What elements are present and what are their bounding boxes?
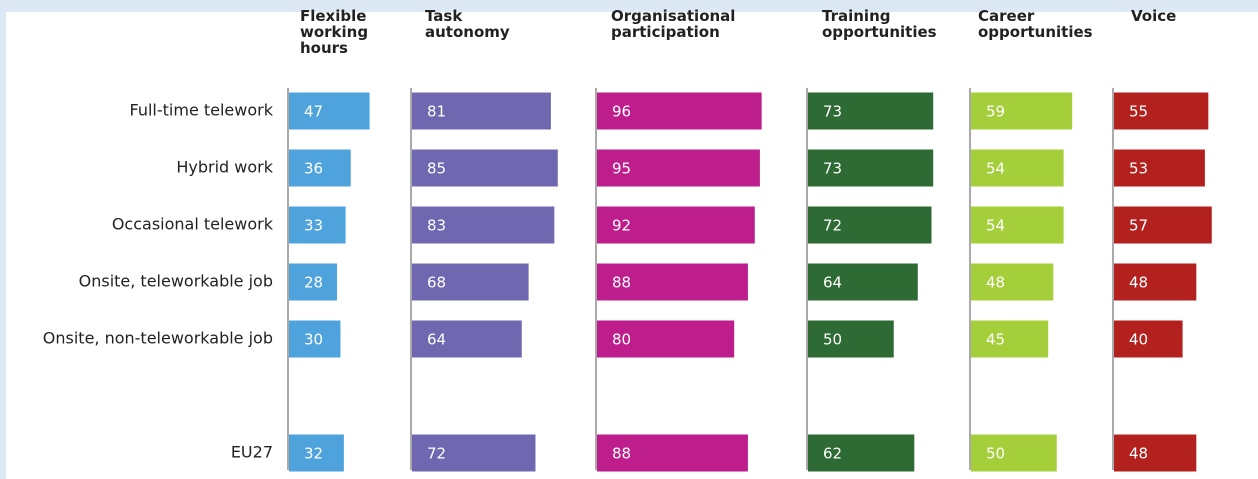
bar	[971, 206, 1064, 244]
value-label: 88	[612, 274, 631, 292]
panel-header: Training opportunities	[822, 7, 937, 41]
value-label: 59	[986, 103, 1005, 121]
panel-header: Task autonomy	[425, 7, 510, 41]
value-label: 48	[1129, 445, 1148, 463]
value-label: 45	[986, 331, 1005, 349]
bar	[289, 149, 351, 187]
bar	[971, 92, 1073, 130]
value-label: 54	[986, 160, 1005, 178]
panel-header: Organisational participation	[611, 7, 736, 41]
bar	[597, 206, 755, 244]
value-label: 48	[1129, 274, 1148, 292]
value-label: 73	[823, 103, 842, 121]
bar	[1114, 263, 1197, 301]
value-label: 92	[612, 217, 631, 235]
category-label: Hybrid work	[176, 158, 273, 177]
bar	[808, 149, 934, 187]
bar	[412, 434, 536, 472]
bar	[289, 434, 344, 472]
bar	[808, 320, 894, 358]
bar	[971, 263, 1054, 301]
value-label: 81	[427, 103, 446, 121]
bar	[289, 206, 346, 244]
bar	[971, 320, 1049, 358]
category-label: EU27	[231, 443, 273, 462]
bar	[289, 263, 338, 301]
category-label: Onsite, teleworkable job	[79, 272, 273, 291]
bar	[597, 434, 748, 472]
value-label: 47	[304, 103, 323, 121]
bar	[597, 92, 762, 130]
value-label: 68	[427, 274, 446, 292]
value-label: 48	[986, 274, 1005, 292]
bar	[1114, 434, 1197, 472]
value-label: 40	[1129, 331, 1148, 349]
bar	[808, 263, 918, 301]
bar	[1114, 92, 1209, 130]
bar	[1114, 149, 1205, 187]
value-label: 53	[1129, 160, 1148, 178]
value-label: 62	[823, 445, 842, 463]
bar	[412, 206, 555, 244]
value-label: 64	[427, 331, 446, 349]
bar	[971, 434, 1057, 472]
category-label: Occasional telework	[112, 215, 274, 234]
bar	[412, 263, 529, 301]
category-label: Full-time telework	[130, 101, 274, 120]
category-label: Onsite, non-teleworkable job	[43, 329, 273, 348]
value-label: 85	[427, 160, 446, 178]
value-label: 72	[823, 217, 842, 235]
value-label: 50	[986, 445, 1005, 463]
value-label: 95	[612, 160, 631, 178]
value-label: 57	[1129, 217, 1148, 235]
bar	[412, 149, 558, 187]
value-label: 64	[823, 274, 842, 292]
panel-header: Flexible working hours	[300, 7, 369, 57]
bar	[289, 320, 341, 358]
panel-header: Career opportunities	[978, 7, 1093, 41]
value-label: 73	[823, 160, 842, 178]
bar	[289, 92, 370, 130]
bar	[1114, 320, 1183, 358]
bar	[597, 320, 735, 358]
value-label: 33	[304, 217, 323, 235]
bar	[808, 92, 934, 130]
value-label: 55	[1129, 103, 1148, 121]
value-label: 30	[304, 331, 323, 349]
bar	[1114, 206, 1212, 244]
value-label: 88	[612, 445, 631, 463]
bar	[808, 206, 932, 244]
value-label: 80	[612, 331, 631, 349]
value-label: 36	[304, 160, 323, 178]
value-label: 32	[304, 445, 323, 463]
bar	[808, 434, 915, 472]
bar	[412, 320, 522, 358]
value-label: 83	[427, 217, 446, 235]
value-label: 28	[304, 274, 323, 292]
panel-header: Voice	[1131, 7, 1177, 25]
chart-panel	[6, 12, 1258, 479]
bar	[412, 92, 551, 130]
bar	[971, 149, 1064, 187]
bar	[597, 149, 760, 187]
bar	[597, 263, 748, 301]
value-label: 72	[427, 445, 446, 463]
value-label: 50	[823, 331, 842, 349]
value-label: 54	[986, 217, 1005, 235]
value-label: 96	[612, 103, 631, 121]
